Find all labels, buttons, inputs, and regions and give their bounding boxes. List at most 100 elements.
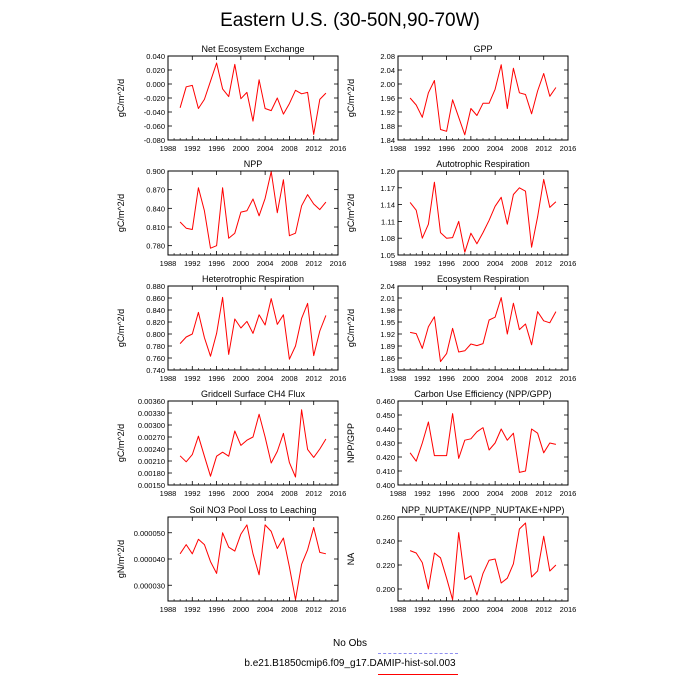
panel-title: Autotrophic Respiration (436, 159, 530, 169)
plot-frame (397, 516, 569, 602)
x-tick-label: 2004 (487, 374, 504, 383)
y-tick-label: 0.780 (146, 342, 165, 351)
y-tick-label: 2.08 (380, 52, 395, 61)
y-axis-label: NPP/GPP (346, 423, 356, 463)
y-tick-label: 1.08 (380, 234, 395, 243)
x-tick-label: 2012 (535, 374, 552, 383)
y-tick-label: 0.000050 (134, 529, 165, 538)
y-tick-label: 0.000 (146, 80, 165, 89)
x-tick-label: 2016 (560, 489, 577, 498)
x-tick-label: 2016 (560, 605, 577, 614)
plot-frame (167, 55, 339, 141)
x-tick-label: 1996 (438, 374, 455, 383)
x-tick-label: 2008 (281, 374, 298, 383)
y-tick-label: 0.020 (146, 66, 165, 75)
y-tick-label: 0.200 (376, 585, 395, 594)
y-tick-label: 0.420 (376, 453, 395, 462)
x-tick-label: 2016 (560, 374, 577, 383)
y-tick-label: 1.84 (380, 136, 395, 145)
legend-swatch-no-obs (378, 653, 458, 654)
y-tick-label: -0.020 (144, 94, 165, 103)
x-tick-label: 2000 (233, 374, 250, 383)
x-tick-label: 2012 (305, 605, 322, 614)
x-tick-label: 2000 (233, 605, 250, 614)
x-tick-label: 2004 (487, 605, 504, 614)
x-tick-label: 1988 (160, 374, 177, 383)
x-tick-label: 2008 (281, 144, 298, 153)
series-line (179, 62, 327, 135)
x-tick-label: 1988 (160, 605, 177, 614)
x-tick-label: 2008 (511, 259, 528, 268)
panel-npp-nuptake-npp-nuptake-npp: NPP_NUPTAKE/(NPP_NUPTAKE+NPP) NA 1988 1992 1… (346, 505, 576, 614)
legend-label-model-run: b.e21.B1850cmip6.f09_g17.DAMIP-hist-sol.… (244, 658, 456, 669)
x-tick-label: 2008 (511, 489, 528, 498)
x-tick-label: 2016 (330, 605, 347, 614)
y-tick-label: 0.450 (376, 411, 395, 420)
y-tick-label: 0.000040 (134, 555, 165, 564)
x-tick-label: 1996 (438, 144, 455, 153)
x-tick-label: 1992 (414, 605, 431, 614)
plot-frame (167, 516, 339, 602)
x-tick-label: 2004 (257, 144, 274, 153)
y-tick-label: 0.820 (146, 318, 165, 327)
y-axis-label: gC/m^2/d (346, 309, 356, 347)
y-tick-label: 0.00240 (138, 445, 165, 454)
y-axis-label: gC/m^2/d (346, 194, 356, 232)
x-tick-label: 2016 (330, 374, 347, 383)
series-line (409, 522, 557, 601)
x-tick-label: 2012 (535, 259, 552, 268)
x-tick-label: 1996 (208, 374, 225, 383)
x-tick-label: 2004 (257, 605, 274, 614)
y-tick-label: 0.760 (146, 354, 165, 363)
y-tick-label: 1.05 (380, 251, 395, 260)
plot-frame (167, 170, 339, 256)
y-axis-label: gC/m^2/d (116, 194, 126, 232)
y-tick-label: 1.92 (380, 330, 395, 339)
x-tick-label: 2000 (463, 605, 480, 614)
y-tick-label: 1.14 (380, 201, 395, 210)
y-axis-label: NA (346, 553, 356, 566)
x-tick-label: 1996 (208, 259, 225, 268)
series-line (179, 409, 327, 478)
x-tick-label: 1988 (160, 144, 177, 153)
panel-title: Carbon Use Efficiency (NPP/GPP) (414, 389, 551, 399)
y-tick-label: 0.00360 (138, 397, 165, 406)
x-tick-label: 1988 (390, 374, 407, 383)
legend-label-no-obs: No Obs (333, 638, 367, 649)
x-tick-label: 2000 (463, 144, 480, 153)
y-tick-label: 1.95 (380, 318, 395, 327)
y-tick-label: 1.86 (380, 354, 395, 363)
x-tick-label: 2016 (560, 259, 577, 268)
panel-ecosystem-respiration: Ecosystem Respiration gC/m^2/d 1988 1992 199… (346, 274, 576, 383)
y-tick-label: 0.810 (146, 223, 165, 232)
x-tick-label: 2016 (560, 144, 577, 153)
x-tick-label: 1988 (160, 489, 177, 498)
x-tick-label: 2012 (305, 489, 322, 498)
plot-frame (167, 400, 339, 486)
plot-frame (397, 400, 569, 486)
panel-gridcell-surface-ch4-flux: Gridcell Surface CH4 Flux gC/m^2/d 1988 199… (116, 389, 346, 498)
x-tick-label: 2008 (511, 144, 528, 153)
x-tick-label: 1992 (184, 374, 201, 383)
x-tick-label: 2008 (281, 259, 298, 268)
panel-soil-no3-pool-loss-to-leaching: Soil NO3 Pool Loss to Leaching gN/m^2/d 19… (116, 505, 346, 614)
x-tick-label: 2000 (233, 144, 250, 153)
x-tick-label: 1992 (414, 374, 431, 383)
y-tick-label: 0.040 (146, 52, 165, 61)
y-axis-label: gC/m^2/d (116, 79, 126, 117)
panel-title: Heterotrophic Respiration (202, 274, 304, 284)
y-tick-label: 0.800 (146, 330, 165, 339)
x-tick-label: 1988 (390, 489, 407, 498)
y-tick-label: 0.840 (146, 306, 165, 315)
y-tick-label: 0.00210 (138, 457, 165, 466)
x-tick-label: 1996 (438, 605, 455, 614)
x-tick-label: 2012 (305, 374, 322, 383)
y-tick-label: 0.740 (146, 366, 165, 375)
series-line (179, 171, 327, 249)
x-tick-label: 1992 (414, 489, 431, 498)
x-tick-label: 1992 (184, 144, 201, 153)
x-tick-label: 2016 (330, 489, 347, 498)
series-line (179, 296, 327, 360)
plot-frame (397, 285, 569, 371)
panel-title: NPP_NUPTAKE/(NPP_NUPTAKE+NPP) (402, 505, 565, 515)
